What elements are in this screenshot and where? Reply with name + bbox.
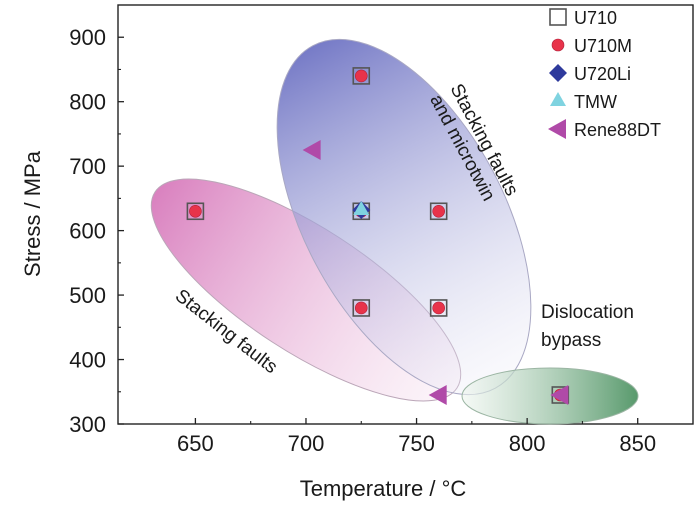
y-tick-label-300: 300 xyxy=(69,412,106,437)
y-tick-label-600: 600 xyxy=(69,219,106,244)
y-tick-label-400: 400 xyxy=(69,348,106,373)
legend-label-u720li: U720Li xyxy=(574,64,631,84)
y-tick-label-800: 800 xyxy=(69,90,106,115)
point-rene88dt-2 xyxy=(550,384,569,405)
y-tick-label-700: 700 xyxy=(69,154,106,179)
point-u710m-3 xyxy=(354,301,368,315)
point-u710-1 xyxy=(352,67,371,85)
y-tick-label-900: 900 xyxy=(69,25,106,50)
region-label-dislocation-line2: bypass xyxy=(541,330,601,351)
legend-label-u710m: U710M xyxy=(574,36,632,56)
legend-marker-u710m xyxy=(551,38,565,52)
x-tick-label-700: 700 xyxy=(288,431,325,456)
legend-marker-tmw xyxy=(550,92,566,106)
point-u710-0 xyxy=(186,202,205,221)
point-u710-4 xyxy=(429,202,448,221)
x-tick-label-850: 850 xyxy=(619,431,656,456)
point-u710-5 xyxy=(429,299,448,317)
points-layer xyxy=(186,67,570,405)
x-axis-title: Temperature / °C xyxy=(300,476,467,501)
ticks-layer: 650 700 750 800 850 300 400 500 600 700 800 900 xyxy=(69,25,656,456)
legend-marker-u720li xyxy=(549,64,567,82)
point-u710m-5 xyxy=(432,301,445,315)
legend-label-u710: U710 xyxy=(574,8,617,28)
legend-marker-u710 xyxy=(549,8,567,26)
x-tick-label-800: 800 xyxy=(509,431,546,456)
point-rene88dt-0 xyxy=(302,140,321,161)
x-tick-label-750: 750 xyxy=(398,431,435,456)
legend-label-rene88dt: Rene88DT xyxy=(574,120,661,140)
point-tmw-0 xyxy=(353,200,370,215)
legend-label-tmw: TMW xyxy=(574,92,617,112)
region-label-dislocation-line1: Dislocation xyxy=(541,302,634,323)
point-u710-3 xyxy=(352,299,371,317)
region-dislocation-bypass xyxy=(461,367,639,425)
point-u710m-0 xyxy=(189,204,202,218)
legend: U710 U710M U720Li TMW Rene88DT xyxy=(548,8,661,140)
x-tick-label-650: 650 xyxy=(177,431,214,456)
y-axis-title: Stress / MPa xyxy=(20,150,45,277)
point-rene88dt-1 xyxy=(428,384,447,405)
point-u710m-4 xyxy=(432,204,445,218)
point-u710m-1 xyxy=(354,69,368,83)
y-tick-label-500: 500 xyxy=(69,283,106,308)
legend-marker-rene88dt xyxy=(548,119,566,139)
